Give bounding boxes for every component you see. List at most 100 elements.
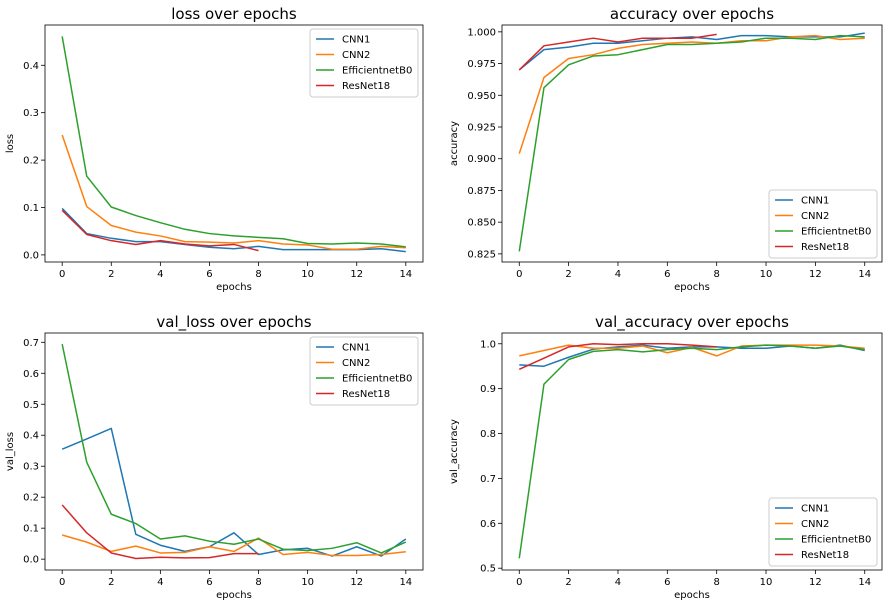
x-tick-label: 8 (713, 269, 719, 280)
x-tick-label: 8 (255, 269, 261, 280)
x-tick-label: 12 (809, 269, 822, 280)
x-tick-label: 2 (565, 577, 571, 588)
y-tick-label: 0.900 (467, 154, 496, 165)
x-tick-label: 4 (157, 577, 163, 588)
x-axis-label: epochs (674, 590, 710, 601)
y-tick-label: 0.2 (23, 156, 39, 167)
x-tick-label: 4 (615, 577, 621, 588)
x-tick-label: 14 (399, 577, 412, 588)
y-axis-label: loss (5, 134, 16, 153)
legend-label: ResNet18 (342, 81, 390, 92)
legend-label: CNN2 (342, 358, 370, 369)
legend-label: EfficientnetB0 (342, 374, 412, 385)
legend-box (768, 497, 878, 567)
legend-label: ResNet18 (342, 389, 390, 400)
x-tick-label: 8 (255, 577, 261, 588)
y-tick-label: 0.875 (467, 186, 496, 197)
y-tick-label: 0.7 (23, 338, 39, 349)
y-tick-label: 0.8 (480, 429, 496, 440)
series-line-resnet18 (61, 209, 259, 252)
x-tick-label: 0 (59, 269, 65, 280)
legend-label: CNN2 (801, 211, 829, 222)
y-tick-label: 0.850 (467, 218, 496, 229)
y-axis-label: accuracy (449, 121, 460, 166)
subplot-2: accuracy over epochs 0 2 4 6 8 10 12 14 0.825 0.85… (449, 5, 883, 293)
x-tick-label: 0 (516, 269, 522, 280)
x-tick-label: 10 (760, 577, 773, 588)
x-tick-label: 0 (59, 577, 65, 588)
legend-label: CNN1 (342, 343, 370, 354)
axes-frame (501, 332, 883, 571)
axes-frame (44, 24, 424, 263)
legend-box (309, 28, 419, 98)
x-tick-label: 2 (108, 577, 114, 588)
series-line-resnet18 (61, 504, 259, 560)
legend-label: CNN2 (342, 50, 370, 61)
x-tick-label: 6 (206, 577, 212, 588)
x-tick-label: 6 (664, 577, 670, 588)
x-tick-label: 12 (809, 577, 822, 588)
y-tick-label: 0.7 (480, 474, 496, 485)
y-tick-label: 0.3 (23, 108, 39, 119)
chart-title: accuracy over epochs (610, 5, 774, 23)
y-tick-label: 1.000 (467, 27, 496, 38)
y-tick-label: 0.6 (23, 369, 39, 380)
series-line-cnn2 (518, 34, 865, 154)
subplot-3: val_loss over epochs 0 2 4 6 8 10 12 14 0.0 0.1 0.2… (5, 313, 424, 601)
y-tick-label: 0.950 (467, 91, 496, 102)
legend-label: ResNet18 (801, 242, 849, 253)
axes-frame (44, 332, 424, 571)
x-tick-label: 2 (108, 269, 114, 280)
series-line-efficientnetb0 (518, 344, 865, 559)
y-axis-label: val_loss (5, 432, 16, 471)
series-line-resnet18 (518, 343, 717, 371)
legend-box (768, 189, 878, 259)
x-tick-label: 4 (157, 269, 163, 280)
y-tick-label: 0.0 (23, 250, 39, 261)
x-tick-label: 8 (713, 577, 719, 588)
legend-label: CNN1 (801, 196, 829, 207)
series-line-cnn1 (61, 427, 407, 557)
series-line-efficientnetb0 (518, 34, 865, 252)
x-axis-label: epochs (216, 282, 252, 293)
x-tick-label: 12 (350, 577, 363, 588)
y-tick-label: 0.2 (23, 493, 39, 504)
series-line-cnn2 (61, 134, 406, 250)
series-line-resnet18 (518, 33, 717, 71)
series-line-efficientnetb0 (61, 36, 406, 248)
x-tick-label: 12 (350, 269, 363, 280)
y-axis-label: val_accuracy (449, 419, 460, 484)
y-tick-label: 0.6 (480, 519, 496, 530)
y-tick-label: 1.0 (480, 339, 496, 350)
subplot-4: val_accuracy over epochs 0 2 4 6 8 10 12 14 0.5 0.… (449, 313, 883, 601)
subplot-1: loss over epochs 0 2 4 6 8 10 12 14 0.0 0.1 0.2 0.3 0… (5, 5, 424, 293)
x-tick-label: 10 (760, 269, 773, 280)
x-axis-label: epochs (216, 590, 252, 601)
series-line-efficientnetb0 (61, 343, 407, 554)
legend-label: ResNet18 (801, 550, 849, 561)
x-tick-label: 10 (301, 269, 314, 280)
series-line-cnn1 (518, 32, 865, 71)
y-tick-label: 0.1 (23, 524, 39, 535)
chart-title: loss over epochs (171, 5, 297, 23)
x-axis-label: epochs (674, 282, 710, 293)
y-tick-label: 0.825 (467, 249, 496, 260)
x-tick-label: 14 (858, 577, 871, 588)
y-tick-label: 0.0 (23, 555, 39, 566)
legend-label: EfficientnetB0 (801, 227, 871, 238)
series-line-cnn2 (61, 534, 406, 557)
chart-title: val_loss over epochs (156, 313, 311, 332)
legend: CNN1 CNN2 EfficientnetB0 ResNet18 (309, 28, 419, 98)
y-tick-label: 0.1 (23, 203, 39, 214)
y-tick-label: 0.4 (23, 431, 39, 442)
y-tick-label: 0.4 (23, 61, 39, 72)
y-tick-label: 0.925 (467, 123, 496, 134)
legend-label: CNN2 (801, 519, 829, 530)
x-tick-label: 14 (399, 269, 412, 280)
x-tick-label: 6 (206, 269, 212, 280)
x-tick-label: 14 (858, 269, 871, 280)
legend: CNN1 CNN2 EfficientnetB0 ResNet18 (768, 497, 878, 567)
legend: CNN1 CNN2 EfficientnetB0 ResNet18 (309, 336, 419, 406)
legend-label: EfficientnetB0 (801, 535, 871, 546)
